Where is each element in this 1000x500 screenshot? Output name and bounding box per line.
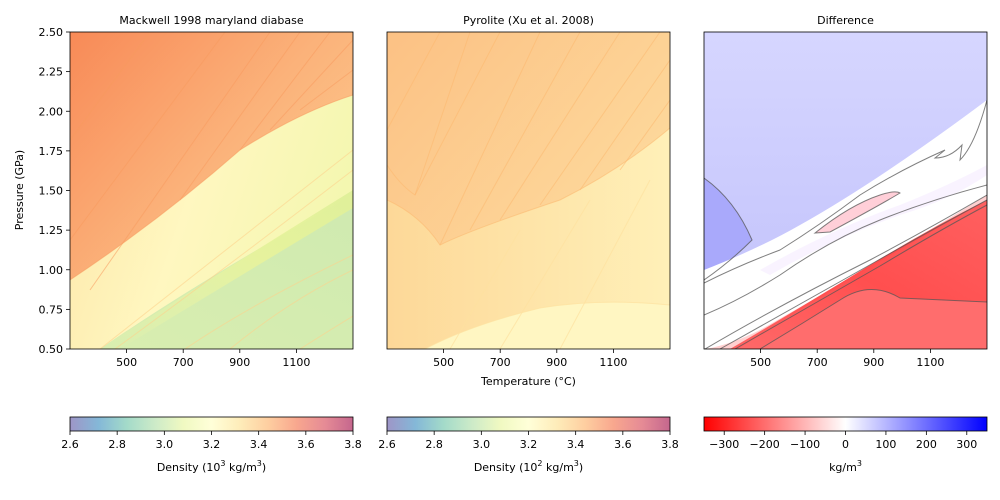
density-field: [387, 32, 670, 349]
colorbar-ticks: 2.6 2.8 3.0 3.2 3.4 3.6 3.8: [61, 431, 362, 451]
colorbar-label: Density (102 kg/m3): [474, 459, 583, 474]
y-tick-label: 0.50: [39, 343, 64, 356]
x-axis: 500 700 900 1100: [433, 349, 627, 369]
colorbar-difference: −300 −200 −100 0 100 200 300 kg/m3: [703, 416, 988, 474]
colorbar-pyrolite: 2.6 2.8 3.0 3.2 3.4 3.6 3.8 Density (102 kg/m3…: [378, 416, 679, 474]
panel-mackwell: Mackwell 1998 maryland diabase: [13, 14, 354, 369]
difference-field: [704, 32, 987, 349]
colorbar-label: Density (103 kg/m3): [157, 459, 266, 474]
colorbar-tick-label: 200: [916, 438, 937, 451]
colorbar-tick-label: 3.0: [473, 438, 491, 451]
colorbar-tick-label: 2.8: [425, 438, 443, 451]
x-tick-label: 700: [173, 356, 194, 369]
colorbar-ticks: −300 −200 −100 0 100 200 300: [709, 431, 977, 451]
x-tick-label: 1100: [599, 356, 627, 369]
y-axis-label: Pressure (GPa): [13, 150, 26, 230]
colorbar-tick-label: −300: [709, 438, 739, 451]
y-tick-label: 1.00: [39, 264, 64, 277]
x-axis: 500 700 900 1100: [116, 349, 310, 369]
colorbar-tick-label: 2.6: [61, 438, 79, 451]
colorbar-tick-label: 3.6: [297, 438, 315, 451]
x-tick-label: 1100: [916, 356, 944, 369]
x-tick-label: 500: [433, 356, 454, 369]
y-tick-label: 1.25: [39, 224, 64, 237]
panel-title: Difference: [817, 14, 874, 27]
colorbar-tick-label: 2.6: [378, 438, 396, 451]
x-tick-label: 700: [490, 356, 511, 369]
x-tick-label: 500: [116, 356, 137, 369]
colorbar-tick-label: 300: [956, 438, 977, 451]
x-tick-label: 1100: [282, 356, 310, 369]
x-tick-label: 900: [546, 356, 567, 369]
colorbar-tick-label: 3.8: [344, 438, 362, 451]
y-tick-label: 0.75: [39, 303, 64, 316]
colorbar-tick-label: 0: [842, 438, 849, 451]
colorbar-tick-label: 3.2: [203, 438, 221, 451]
x-axis: 500 700 900 1100: [750, 349, 944, 369]
colorbar-tick-label: 3.8: [661, 438, 679, 451]
colorbar-mackwell: 2.6 2.8 3.0 3.2 3.4 3.6 3.8 Density (103 kg/m3…: [61, 416, 362, 474]
x-tick-label: 500: [750, 356, 771, 369]
colorbar-tick-label: 3.6: [614, 438, 632, 451]
colorbar-tick-label: 100: [875, 438, 896, 451]
panel-title: Mackwell 1998 maryland diabase: [119, 14, 303, 27]
colorbar-label: kg/m3: [829, 459, 862, 474]
colorbar-tick-label: 3.4: [567, 438, 585, 451]
colorbar-ticks: 2.6 2.8 3.0 3.2 3.4 3.6 3.8: [378, 431, 679, 451]
y-axis: 0.50 0.75 1.00 1.25 1.50 1.75 2.00 2.25 2.50: [39, 26, 70, 356]
colorbar-tick-label: 3.4: [250, 438, 268, 451]
x-tick-label: 900: [229, 356, 250, 369]
y-tick-label: 1.50: [39, 185, 64, 198]
y-tick-label: 2.50: [39, 26, 64, 39]
colorbar-tick-label: 3.0: [156, 438, 174, 451]
x-tick-label: 700: [807, 356, 828, 369]
colorbar-tick-label: −200: [750, 438, 780, 451]
colorbar-tick-label: −100: [790, 438, 820, 451]
y-tick-label: 1.75: [39, 145, 64, 158]
y-tick-label: 2.25: [39, 66, 64, 79]
density-field: [70, 32, 353, 349]
panel-difference: Difference 500 700 900 1100: [703, 14, 988, 369]
panel-title: Pyrolite (Xu et al. 2008): [463, 14, 594, 27]
colorbar-tick-label: 3.2: [520, 438, 538, 451]
y-tick-label: 2.00: [39, 105, 64, 118]
x-tick-label: 900: [863, 356, 884, 369]
x-axis-label: Temperature (°C): [480, 375, 576, 388]
panel-pyrolite: Pyrolite (Xu et al. 2008): [386, 14, 671, 388]
colorbar-tick-label: 2.8: [108, 438, 126, 451]
